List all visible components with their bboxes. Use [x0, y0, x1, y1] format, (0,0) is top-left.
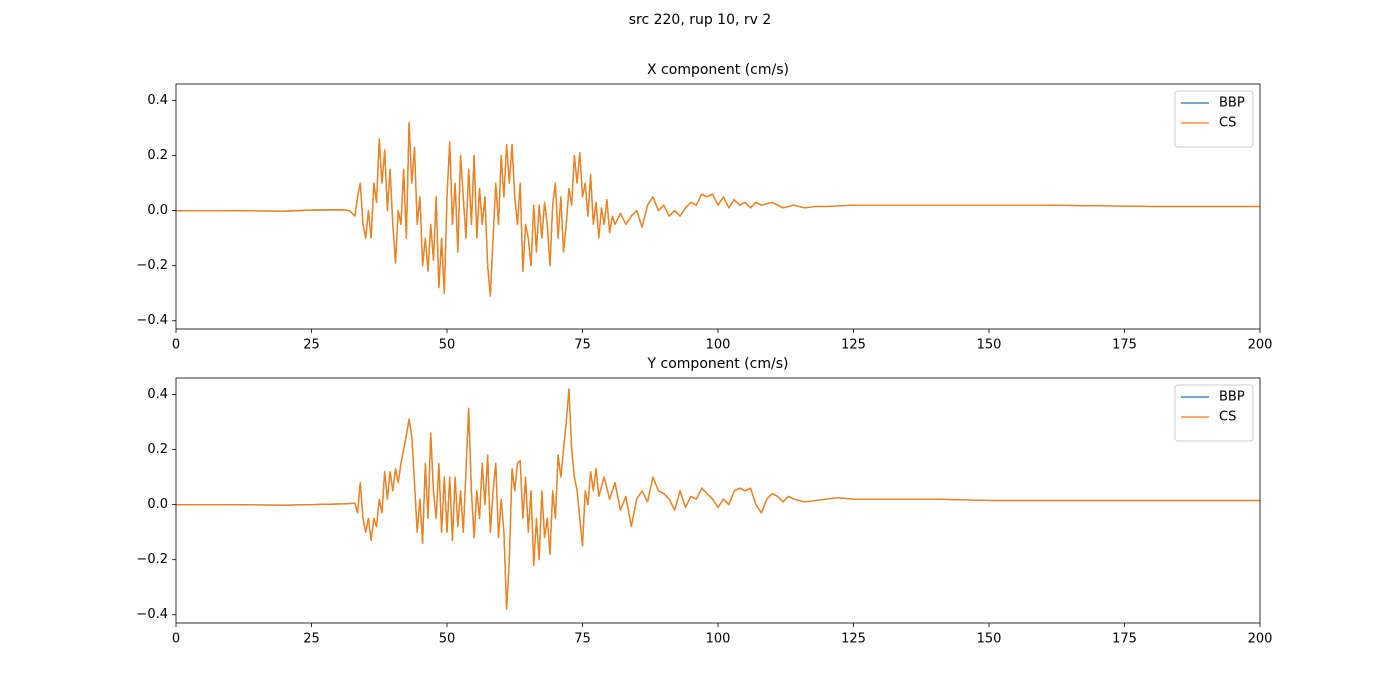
axes-title: X component (cm/s)	[647, 62, 789, 78]
x-tick-label: 0	[172, 632, 180, 647]
x-tick-label: 0	[172, 338, 180, 353]
axes-frame	[175, 377, 1261, 624]
x-tick-label: 150	[977, 338, 1002, 353]
legend-box	[1174, 90, 1254, 148]
y-tick-label: −0.4	[136, 313, 168, 328]
x-tick-label: 50	[439, 338, 456, 353]
x-tick-label: 125	[841, 632, 866, 647]
legend-box	[1174, 384, 1254, 442]
x-tick-label: 25	[303, 338, 320, 353]
x-tick-label: 50	[439, 632, 456, 647]
y-tick-label: 0.4	[147, 387, 168, 402]
y-tick-label: −0.2	[136, 258, 168, 273]
y-tick-label: 0.2	[147, 148, 168, 163]
legend-label: BBP	[1219, 96, 1245, 111]
x-tick-label: 200	[1248, 338, 1273, 353]
figure-title: src 220, rup 10, rv 2	[629, 12, 772, 28]
y-tick-label: 0.4	[147, 93, 168, 108]
legend-label: CS	[1219, 116, 1236, 131]
y-tick-label: −0.4	[136, 607, 168, 622]
y-tick-label: 0.0	[147, 203, 168, 218]
x-tick-label: 100	[706, 338, 731, 353]
x-tick-label: 75	[574, 632, 591, 647]
series-line	[176, 121, 1260, 297]
y-tick-label: −0.2	[136, 552, 168, 567]
x-tick-label: 75	[574, 338, 591, 353]
x-tick-label: 175	[1112, 338, 1137, 353]
x-tick-label: 125	[841, 338, 866, 353]
series-line	[176, 388, 1260, 610]
legend-label: BBP	[1219, 390, 1245, 405]
x-tick-label: 100	[706, 632, 731, 647]
x-tick-label: 150	[977, 632, 1002, 647]
axes-title: Y component (cm/s)	[647, 356, 789, 372]
legend-label: CS	[1219, 410, 1236, 425]
y-tick-label: 0.2	[147, 442, 168, 457]
axes-frame	[175, 83, 1261, 330]
series-line	[176, 388, 1260, 610]
x-tick-label: 175	[1112, 632, 1137, 647]
x-tick-label: 25	[303, 632, 320, 647]
x-tick-label: 200	[1248, 632, 1273, 647]
y-tick-label: 0.0	[147, 497, 168, 512]
